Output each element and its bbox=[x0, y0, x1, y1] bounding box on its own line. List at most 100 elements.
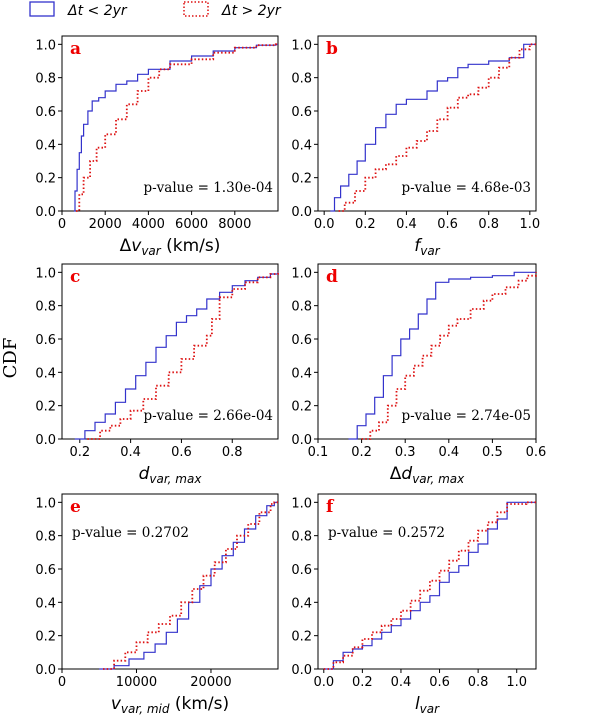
panel-b-ytick-label: 1.0 bbox=[291, 38, 312, 53]
legend-swatch-short bbox=[29, 1, 55, 17]
panel-c-ytick-label: 0.6 bbox=[35, 333, 56, 348]
panel-b-frame bbox=[317, 35, 537, 212]
panel-b-ytick-label: 0.8 bbox=[291, 72, 312, 87]
panel-f-xtick-label: 1.0 bbox=[506, 675, 527, 690]
panel-c-xtick-label: 0.2 bbox=[69, 445, 90, 460]
panel-d-pvalue: p-value = 2.74e-05 bbox=[401, 408, 531, 424]
panel-a-ytick-label: 0.6 bbox=[35, 105, 56, 120]
figure-ylabel: CDF bbox=[0, 338, 21, 379]
panel-a-xtick-label: 2000 bbox=[89, 217, 122, 232]
panel-f-xtick-label: 0.4 bbox=[391, 675, 412, 690]
panel-f-ytick-label: 0.2 bbox=[291, 630, 312, 645]
panel-e-ytick-label: 0.4 bbox=[35, 596, 56, 611]
panel-d-xlabel: Δdvar, max bbox=[390, 464, 465, 486]
panel-b-xtick-label: 1.0 bbox=[519, 217, 540, 232]
panel-a-ytick-label: 0.2 bbox=[35, 172, 56, 187]
panel-e-frame bbox=[61, 493, 279, 670]
panel-d-letter: d bbox=[326, 267, 338, 287]
panel-d-xtick-label: 0.3 bbox=[395, 445, 416, 460]
panel-f-xtick-label: 0.8 bbox=[468, 675, 489, 690]
panel-f-frame bbox=[317, 493, 537, 670]
panel-e-ytick-label: 0.6 bbox=[35, 563, 56, 578]
panel-a-xlabel: Δvvar (km/s) bbox=[120, 236, 221, 258]
panel-d-xtick-label: 0.6 bbox=[526, 445, 547, 460]
panel-f-ytick-label: 0.4 bbox=[291, 596, 312, 611]
panel-e-xtick-label: 20000 bbox=[190, 675, 231, 690]
panel-b-xtick-label: 0.0 bbox=[314, 217, 335, 232]
panel-e-letter: e bbox=[70, 497, 81, 517]
panel-d-series-short bbox=[348, 271, 536, 440]
panel-f: 0.0 0.2 0.4 0.6 0.8 1.0 0.0 0.2 0.4 0.6 0.8 1.0 f p-v… bbox=[291, 493, 537, 716]
legend-swatch-long bbox=[183, 1, 209, 17]
panel-e-pvalue: p-value = 0.2702 bbox=[72, 525, 189, 541]
panel-f-xtick-label: 0.0 bbox=[313, 675, 334, 690]
panel-a-frame bbox=[61, 35, 279, 212]
panel-c-ytick-label: 0.8 bbox=[35, 300, 56, 315]
panel-a-series-long bbox=[76, 43, 278, 212]
panel-c-xtick-label: 0.8 bbox=[222, 445, 243, 460]
panel-a-ytick-label: 0.0 bbox=[35, 205, 56, 220]
panel-b-ytick-label: 0.0 bbox=[291, 205, 312, 220]
panel-d-ytick-label: 0.2 bbox=[291, 400, 312, 415]
panel-f-xlabel: lvar bbox=[415, 694, 440, 716]
panel-c-pvalue: p-value = 2.66e-04 bbox=[143, 408, 273, 424]
panel-a-ytick-label: 0.4 bbox=[35, 138, 56, 153]
panel-d-xtick-label: 0.4 bbox=[438, 445, 459, 460]
panel-b-ytick-label: 0.6 bbox=[291, 105, 312, 120]
panel-a-ytick-label: 1.0 bbox=[35, 38, 56, 53]
panel-e-ytick-label: 0.0 bbox=[35, 663, 56, 678]
panel-c-ytick-label: 0.0 bbox=[35, 433, 56, 448]
panel-d-xtick-label: 0.1 bbox=[308, 445, 329, 460]
legend-label-short: Δt < 2yr bbox=[67, 3, 128, 19]
panel-d-ytick-label: 0.6 bbox=[291, 333, 312, 348]
panel-e: 0.0 0.2 0.4 0.6 0.8 1.0 0 10000 20000 e p-value = … bbox=[35, 493, 279, 716]
panel-e-xlabel: vvar, mid (km/s) bbox=[111, 694, 229, 716]
panel-c-xtick-label: 0.4 bbox=[120, 445, 141, 460]
panel-c-xtick-label: 0.6 bbox=[171, 445, 192, 460]
panel-b: 0.0 0.2 0.4 0.6 0.8 1.0 0.0 0.2 0.4 0.6 0.8 1.0 b p-v… bbox=[291, 35, 540, 258]
panel-b-letter: b bbox=[326, 39, 338, 59]
panel-d: 0.0 0.2 0.4 0.6 0.8 1.0 0.1 0.2 0.3 0.4 0.5 0.6 d p-v… bbox=[291, 263, 547, 486]
panel-d-xtick-label: 0.5 bbox=[482, 445, 503, 460]
panel-c-letter: c bbox=[70, 267, 80, 287]
panel-f-ytick-label: 0.0 bbox=[291, 663, 312, 678]
panel-c-ytick-label: 0.2 bbox=[35, 400, 56, 415]
panel-e-ytick-label: 0.2 bbox=[35, 630, 56, 645]
panel-f-xtick-label: 0.6 bbox=[429, 675, 450, 690]
panel-c-ytick-label: 1.0 bbox=[35, 266, 56, 281]
panel-c-ytick-label: 0.4 bbox=[35, 366, 56, 381]
panel-f-series-short bbox=[323, 501, 536, 670]
panel-f-series-long bbox=[323, 501, 536, 670]
panel-d-series-long bbox=[361, 272, 537, 440]
panel-d-ytick-label: 0.0 bbox=[291, 433, 312, 448]
panel-e-series-long bbox=[103, 501, 278, 670]
panel-b-series-short bbox=[330, 43, 536, 212]
panel-e-ytick-label: 1.0 bbox=[35, 496, 56, 511]
panel-a-xtick-label: 0 bbox=[58, 217, 66, 232]
panel-b-ytick-label: 0.2 bbox=[291, 172, 312, 187]
legend: Δt < 2yr Δt > 2yr bbox=[29, 1, 282, 19]
panel-b-xtick-label: 0.4 bbox=[396, 217, 417, 232]
panel-e-xtick-label: 0 bbox=[58, 675, 66, 690]
panel-b-xlabel: fvar bbox=[414, 236, 440, 258]
panel-e-ytick-label: 0.8 bbox=[35, 530, 56, 545]
panel-a-series-short bbox=[73, 43, 278, 212]
panel-a-xtick-label: 6000 bbox=[175, 217, 208, 232]
panel-b-ytick-label: 0.4 bbox=[291, 138, 312, 153]
panel-d-ytick-label: 0.4 bbox=[291, 366, 312, 381]
panel-a-xtick-label: 8000 bbox=[218, 217, 251, 232]
panel-f-ytick-label: 0.6 bbox=[291, 563, 312, 578]
panel-a-pvalue: p-value = 1.30e-04 bbox=[143, 180, 273, 196]
panel-b-xtick-label: 0.6 bbox=[437, 217, 458, 232]
panel-a-letter: a bbox=[70, 39, 81, 59]
panel-f-ytick-label: 0.8 bbox=[291, 530, 312, 545]
panel-f-letter: f bbox=[326, 497, 335, 517]
panel-f-ytick-label: 1.0 bbox=[291, 496, 312, 511]
panel-d-xtick-label: 0.2 bbox=[351, 445, 372, 460]
panel-e-xtick-label: 10000 bbox=[116, 675, 157, 690]
panel-c-series-short bbox=[74, 272, 279, 440]
panel-f-xtick-label: 0.2 bbox=[352, 675, 373, 690]
panel-d-ytick-label: 0.8 bbox=[291, 300, 312, 315]
panel-a-xtick-label: 4000 bbox=[132, 217, 165, 232]
